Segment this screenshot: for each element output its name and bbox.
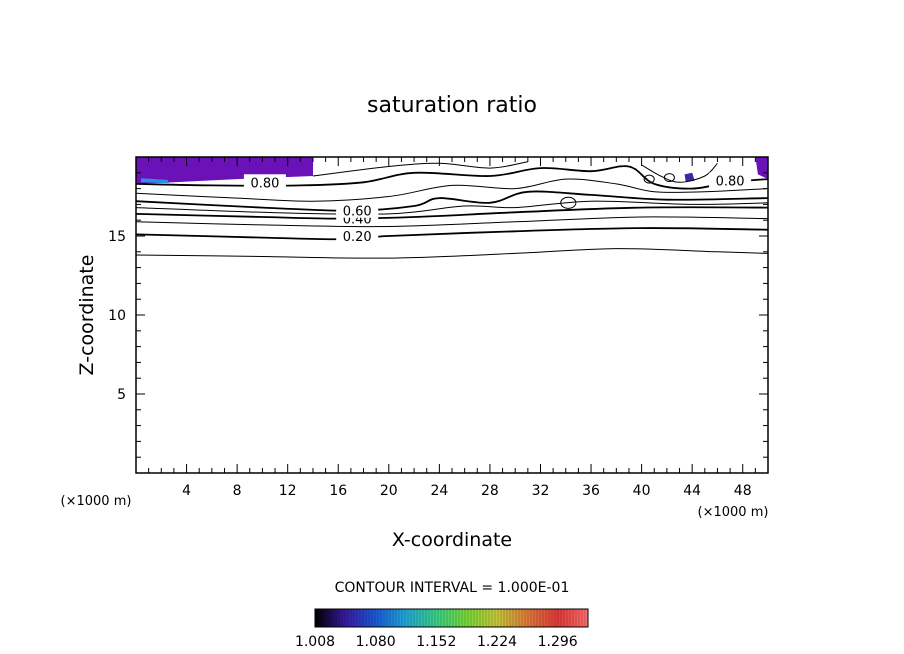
- x-tick-label: 28: [481, 483, 499, 499]
- contour-label-bg-4: [709, 172, 752, 188]
- contour-interval-text: CONTOUR INTERVAL = 1.000E-01: [335, 580, 570, 596]
- filled-region-1: [141, 178, 169, 184]
- colorbar-tick-label: 1.296: [538, 634, 578, 650]
- contour-line-4: [135, 200, 769, 215]
- y-axis-label: Z-coordinate: [76, 255, 98, 376]
- x-tick-label: 20: [380, 483, 398, 499]
- colorbar-tick-label: 1.080: [356, 634, 396, 650]
- contour-label-3: 0.80: [250, 176, 279, 191]
- y-tick-label: 15: [108, 229, 126, 245]
- x-tick-label: 48: [734, 483, 752, 499]
- colorbar-tick-label: 1.224: [477, 634, 517, 650]
- x-tick-label: 44: [683, 483, 701, 499]
- x-tick-label: 8: [233, 483, 242, 499]
- closed-contour-1: [643, 174, 655, 184]
- x-tick-label: 36: [582, 483, 600, 499]
- x-tick-label: 32: [532, 483, 550, 499]
- axis-ticks: [136, 157, 768, 473]
- closed-contour-0: [560, 196, 577, 209]
- chart-title: saturation ratio: [367, 93, 537, 118]
- x-tick-labels: 4 8 12 16 20 24 28 32 36 40 44 48: [182, 483, 752, 499]
- contour-line-5: [135, 190, 769, 212]
- contour-line-0: [135, 248, 769, 259]
- x-unit-left: (×1000 m): [61, 494, 132, 509]
- x-unit-right: (×1000 m): [698, 505, 769, 520]
- y-tick-label: 10: [108, 308, 126, 324]
- x-tick-label: 16: [329, 483, 347, 499]
- colorbar-gradient: [314, 608, 589, 628]
- contour-line-3: [135, 206, 769, 220]
- x-tick-label: 4: [182, 483, 191, 499]
- plot-frame: [135, 156, 769, 474]
- contour-label-bg-3: [243, 174, 286, 190]
- contour-label-bg-0: [336, 228, 379, 243]
- x-tick-label: 24: [430, 483, 448, 499]
- x-tick-label: 40: [633, 483, 651, 499]
- contour-lines: [135, 161, 769, 259]
- colorbar: [314, 608, 589, 628]
- contour-label-2: 0.60: [343, 205, 372, 220]
- y-tick-label: 5: [117, 387, 126, 403]
- colorbar-tick-label: 1.008: [295, 634, 335, 650]
- contour-line-6: [135, 178, 769, 202]
- contour-line-7: [135, 165, 769, 190]
- x-axis-label: X-coordinate: [392, 529, 512, 551]
- contour-label-4: 0.80: [716, 175, 745, 190]
- x-tick-label: 12: [279, 483, 297, 499]
- contour-line-2: [135, 216, 769, 228]
- closed-contour-2: [663, 173, 675, 182]
- colorbar-tick-label: 1.152: [416, 634, 456, 650]
- contour-labels: 0.200.400.600.80 0.80: [243, 172, 752, 245]
- contour-line-9: [641, 162, 718, 183]
- contour-label-0: 0.20: [343, 230, 372, 245]
- contour-line-1: [135, 227, 769, 241]
- colorbar-labels: 1.008 1.080 1.152 1.224 1.296: [295, 634, 578, 650]
- y-tick-labels: 5 10 15: [108, 229, 126, 403]
- contour-label-bg-2: [336, 202, 379, 218]
- contour-line-8: [312, 161, 528, 177]
- filled-region-2: [755, 157, 768, 180]
